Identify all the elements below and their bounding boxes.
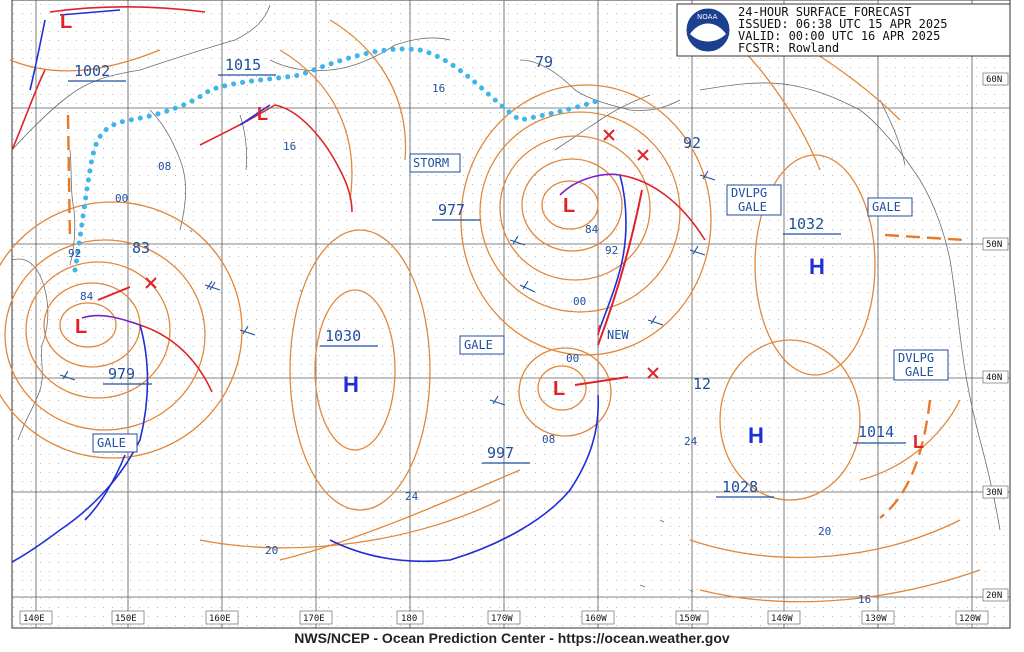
lon-label: 120W [959, 614, 981, 624]
isobar-label: 92 [605, 244, 618, 257]
isobar-label: 12 [693, 375, 711, 393]
header-box: NOAA 24-HOUR SURFACE FORECAST ISSUED: 06… [676, 3, 1011, 57]
isobar-label: 00 [566, 352, 579, 365]
lat-label-20n: 20N [986, 591, 1002, 601]
low-pressure: 1014 [858, 423, 894, 441]
low-pressure: 997 [487, 444, 514, 462]
lat-label-40n: 40N [986, 373, 1002, 383]
low-letter: L [913, 432, 924, 452]
forecast-position-markers [145, 129, 659, 379]
wind-barbs [59, 170, 716, 406]
valid-time: VALID: 00:00 UTC 16 APR 2025 [738, 29, 940, 43]
high-centers: H 1030 H 1032 H 1028 [320, 215, 841, 498]
fronts [11, 5, 706, 563]
warning-gale: GALE [464, 338, 493, 352]
new-system-label: NEW [607, 328, 629, 342]
isobar-label: 00 [573, 295, 586, 308]
low-pressure: 977 [438, 201, 465, 219]
low-pressure: 1002 [74, 62, 110, 80]
trough [884, 233, 966, 242]
warning-developing-gale: DVLPG [731, 186, 767, 200]
isobar-label: 84 [585, 223, 599, 236]
issued-time: ISSUED: 06:38 UTC 15 APR 2025 [738, 17, 948, 31]
low-letter: L [257, 104, 268, 124]
longitude-labels: 140E 150E 160E 170E 180 170W 160W 150W 1… [19, 610, 989, 625]
isobar-label: 24 [684, 435, 698, 448]
lon-label: 140E [23, 614, 45, 624]
isobar-label: 16 [283, 140, 296, 153]
high-pressure: 1032 [788, 215, 824, 233]
isobar-label: 79 [535, 53, 553, 71]
forecast-title: 24-HOUR SURFACE FORECAST [738, 5, 911, 19]
isobar-label: 00 [115, 192, 128, 205]
isobars [0, 9, 981, 603]
isobar-labels: 16 08 00 92 84 84 92 00 00 08 16 24 20 2… [68, 53, 871, 606]
lon-label: 130W [865, 614, 887, 624]
isobar-label: 92 [683, 134, 701, 152]
ice-edge [72, 46, 603, 273]
isobar-label: 08 [542, 433, 555, 446]
isobar-label: 16 [858, 593, 871, 606]
lon-label: 150E [115, 614, 137, 624]
isobar-label: 16 [432, 82, 445, 95]
lat-label-60n: 60N [986, 75, 1002, 85]
isobar-label: 92 [68, 247, 81, 260]
lat-label-50n: 50N [986, 240, 1002, 250]
isobar-label: 83 [132, 239, 150, 257]
low-letter: L [60, 11, 72, 33]
warning-developing-gale: DVLPG [898, 351, 934, 365]
high-letter: H [809, 254, 825, 279]
lon-label: 170W [491, 614, 513, 624]
isobar-label: 84 [80, 290, 94, 303]
coastlines [11, 4, 1001, 593]
map-background [11, 0, 1011, 629]
isobar-label: 20 [265, 544, 278, 557]
high-pressure: 1030 [325, 327, 361, 345]
storm-tracks [97, 189, 643, 386]
lon-label: 160E [209, 614, 231, 624]
warning-gale: GALE [872, 200, 901, 214]
isobar-label: 24 [405, 490, 419, 503]
low-letter: L [75, 316, 87, 338]
low-letter: L [563, 195, 575, 217]
high-pressure: 1028 [722, 478, 758, 496]
warning-storm: STORM [413, 156, 449, 170]
lon-label: 160W [585, 614, 607, 624]
lon-label: 140W [771, 614, 793, 624]
isobar-label: 08 [158, 160, 171, 173]
high-letter: H [748, 423, 764, 448]
latitude-labels: 60N 50N 40N 30N 20N [982, 72, 1009, 602]
forecaster-name: FCSTR: Rowland [738, 41, 839, 55]
lon-label: 170E [303, 614, 325, 624]
footer-credit: NWS/NCEP - Ocean Prediction Center - htt… [294, 630, 730, 646]
low-pressure: 1015 [225, 56, 261, 74]
warning-labels: STORM GALE GALE GALE DVLPG GALE DVLPG GA… [92, 153, 949, 453]
warning-developing-gale: GALE [738, 200, 767, 214]
lat-label-30n: 30N [986, 488, 1002, 498]
warning-gale: GALE [97, 436, 126, 450]
high-letter: H [343, 372, 359, 397]
noaa-logo-text: NOAA [697, 13, 718, 21]
warning-developing-gale: GALE [905, 365, 934, 379]
low-pressure: 979 [108, 365, 135, 383]
isobar-label: 20 [818, 525, 831, 538]
low-letter: L [553, 378, 565, 400]
low-centers: L 1002 L 1015 L 979 L 977 L 997 L 1014 [60, 11, 924, 464]
lon-label: 150W [679, 614, 701, 624]
trough [879, 399, 932, 519]
lon-label: 180 [401, 614, 417, 624]
